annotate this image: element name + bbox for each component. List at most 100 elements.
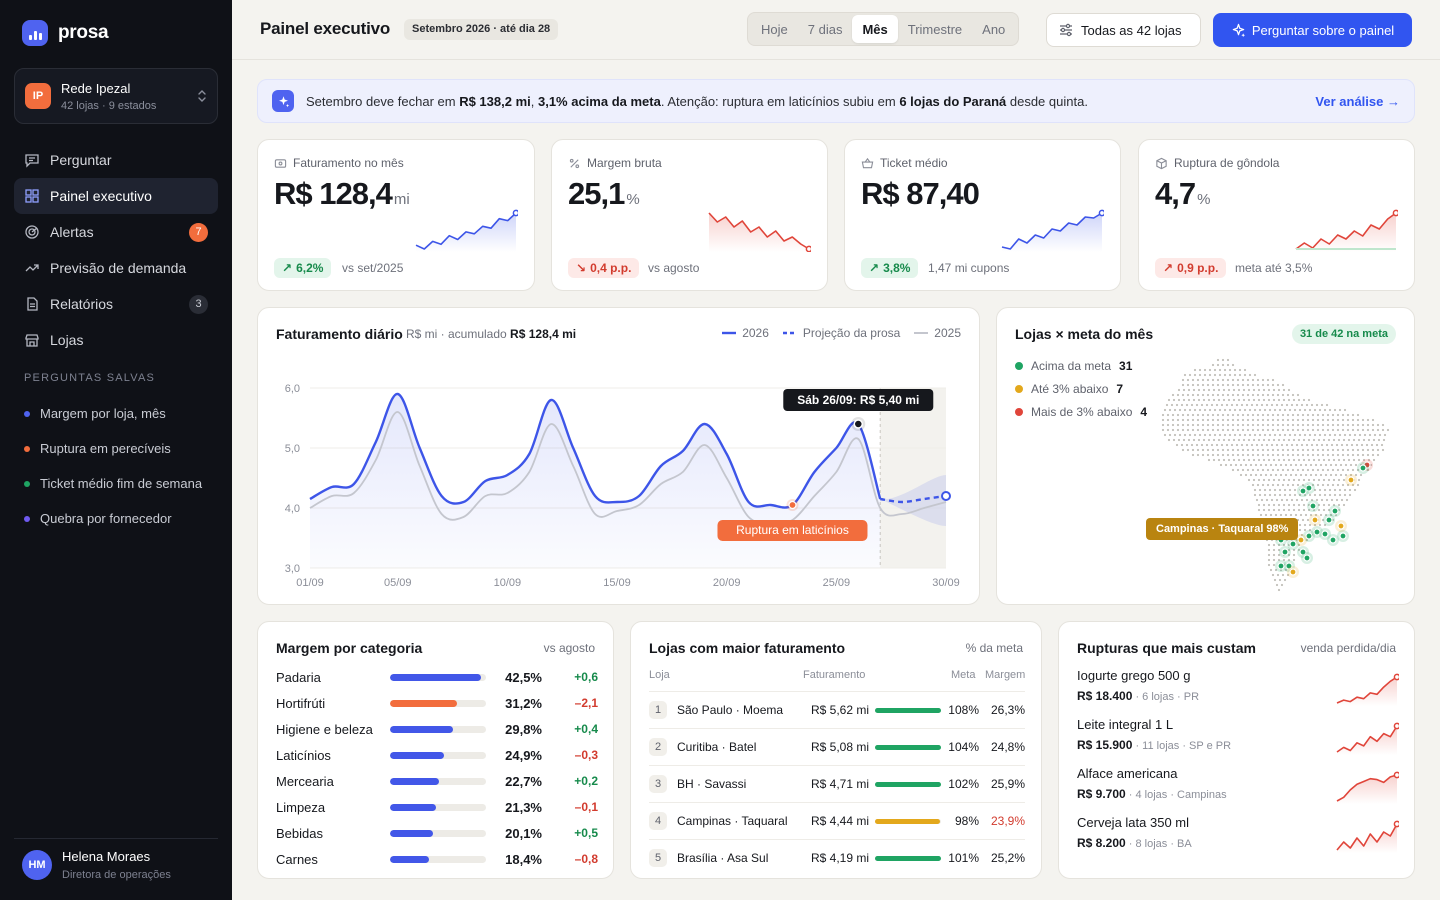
map-dot [1171,428,1175,432]
sparkline-end-point [1393,771,1399,779]
map-dot [1180,443,1184,447]
map-dot [1272,503,1276,507]
map-dot [1227,398,1231,402]
margin-row[interactable]: Mercearia 22,7% +0,2 [276,768,598,794]
map-dot [1183,433,1187,437]
saved-question-item[interactable]: Ticket médio fim de semana [24,466,224,501]
store-meta-pct: 101% [948,851,979,865]
map-dot [1269,473,1273,477]
daily-revenue-chart[interactable]: 3,0 4,0 5,0 6,0 01/09 05/09 10/09 15/09 20/09 25/… [258,308,981,606]
map-dot [1235,443,1239,447]
table-row[interactable]: 3 BH · Savassi R$ 4,71 mi 102% 25,9% [649,765,1025,802]
nav-item-relatorios[interactable]: Relatórios 3 [14,286,218,322]
rupture-row[interactable]: Alface americana R$ 9.700 · 4 lojas · Ca… [1077,766,1399,815]
saved-question-item[interactable]: Ruptura em perecíveis [24,431,224,466]
nav-item-alertas[interactable]: Alertas 7 [14,214,218,250]
map-dot [1321,468,1325,472]
stores-filter-button[interactable]: Todas as 42 lojas [1046,13,1201,47]
product-name: Alface americana [1077,766,1178,781]
map-dot [1264,463,1268,467]
margin-row[interactable]: Carnes 18,4% –0,8 [276,846,598,872]
kpi-card-ruptura[interactable]: Ruptura de gôndola 4,7% ↗ 0,9 p.p. meta a… [1138,139,1415,291]
margin-row[interactable]: Laticínios 24,9% –0,3 [276,742,598,768]
store-revenue: R$ 4,19 mi [810,851,869,865]
margin-row[interactable]: Limpeza 21,3% –0,1 [276,794,598,820]
map-dot [1283,578,1287,582]
rupture-sparkline [1336,771,1399,804]
map-dot [1218,373,1222,377]
map-dot [1368,433,1372,437]
margin-row[interactable]: Hortifrúti 31,2% –2,1 [276,690,598,716]
map-dot [1301,483,1305,487]
margin-bar [390,725,486,733]
table-row[interactable]: 4 Campinas · Taquaral R$ 4,44 mi 98% 23,… [649,802,1025,839]
map-dot [1276,413,1280,417]
kpi-card-faturamento[interactable]: Faturamento no mês R$ 128,4 mi ↗ 6,2% vs s… [257,139,535,291]
rupture-row[interactable]: Iogurte grego 500 g R$ 18.400 · 6 lojas … [1077,668,1399,717]
logo[interactable]: prosa [22,20,109,46]
user-profile[interactable]: HM Helena Moraes Diretora de operações [14,838,218,881]
nav-item-perguntar[interactable]: Perguntar [14,142,218,178]
rupture-row[interactable]: Cerveja lata 350 ml R$ 8.200 · 8 lojas ·… [1077,815,1399,864]
map-dot [1324,463,1328,467]
map-dot [1190,443,1194,447]
nav-item-previsao-demanda[interactable]: Previsão de demanda [14,250,218,286]
kpi-card-margem[interactable]: Margem bruta 25,1% ↘ 0,4 p.p. vs agosto [551,139,828,291]
range-mes[interactable]: Mês [852,15,898,43]
map-dot [1187,398,1191,402]
brazil-dot-map[interactable] [997,308,1416,606]
nav-item-painel-executivo[interactable]: Painel executivo [14,178,218,214]
map-dot [1301,428,1305,432]
map-dot [1261,423,1265,427]
view-analysis-link[interactable]: Ver análise → [1315,93,1400,109]
range-ano[interactable]: Ano [982,21,1006,37]
saved-question-item[interactable]: Margem por loja, mês [24,396,224,431]
range-trimestre[interactable]: Trimestre [907,21,963,37]
map-dot [1283,433,1287,437]
map-dot [1291,413,1295,417]
store-marker [1329,536,1337,544]
margin-delta: +0,6 [574,670,598,684]
map-dot [1260,498,1264,502]
store-marker [1305,484,1313,492]
table-row[interactable]: 5 Brasília · Asa Sul R$ 4,19 mi 101% 25,… [649,839,1025,876]
saved-question-item[interactable]: Quebra por fornecedor [24,501,224,536]
map-dot [1311,413,1315,417]
map-dot [1338,493,1342,497]
map-dot [1348,493,1352,497]
map-dot [1311,418,1315,422]
nav-item-lojas[interactable]: Lojas [14,322,218,358]
org-switcher[interactable]: IP Rede Ipezal 42 lojas · 9 estados [14,68,218,124]
nav-label: Alertas [50,224,94,240]
map-dot [1267,398,1271,402]
map-dot [1301,468,1305,472]
legend-item-projecao[interactable]: Projeção da prosa [782,326,901,340]
margin-row[interactable]: Higiene e beleza 29,8% +0,4 [276,716,598,742]
radar-icon [25,225,39,239]
range-hoje[interactable]: Hoje [761,21,788,37]
map-dot [1359,473,1363,477]
margin-row[interactable]: Padaria 42,5% +0,6 [276,664,598,690]
rank-badge: 2 [649,738,667,756]
margin-row[interactable]: Bebidas 20,1% +0,5 [276,820,598,846]
map-dot [1286,423,1290,427]
map-dot [1360,443,1364,447]
map-dot [1306,428,1310,432]
map-dot [1267,563,1271,567]
table-row[interactable]: 2 Curitiba · Batel R$ 5,08 mi 104% 24,8% [649,728,1025,765]
kpi-card-ticket[interactable]: Ticket médio R$ 87,40 ↗ 3,8% 1,47 mi cupo… [844,139,1121,291]
map-dot [1226,423,1230,427]
map-dot [1337,438,1341,442]
map-dot [1261,453,1265,457]
range-7-dias[interactable]: 7 dias [807,21,843,37]
map-dot [1253,373,1257,377]
ask-dashboard-button[interactable]: Perguntar sobre o painel [1213,13,1412,47]
legend-item-2026[interactable]: 2026 [722,326,769,340]
legend-item-2025[interactable]: 2025 [914,326,961,340]
rupture-row[interactable]: Leite integral 1 L R$ 15.900 · 11 lojas … [1077,717,1399,766]
map-dot [1181,383,1185,387]
store-marker [1297,536,1305,544]
map-dot [1267,558,1271,562]
table-row[interactable]: 1 São Paulo · Moema R$ 5,62 mi 108% 26,3… [649,691,1025,728]
map-dot [1185,403,1189,407]
